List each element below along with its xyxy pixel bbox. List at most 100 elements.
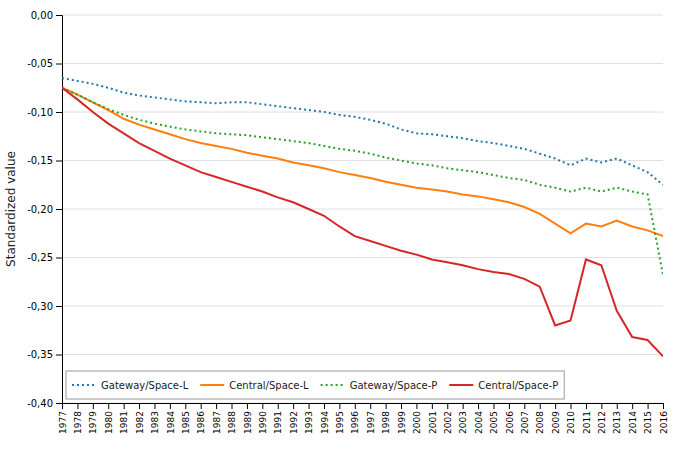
- tick-label: 2007: [520, 411, 530, 434]
- tick: 1979: [88, 403, 98, 434]
- tick-label: -0,30: [27, 301, 53, 312]
- tick: 1982: [135, 403, 145, 434]
- tick-mark: [555, 403, 556, 409]
- tick-mark: [56, 15, 62, 16]
- tick-mark: [463, 403, 464, 409]
- tick-mark: [56, 355, 62, 356]
- tick-mark: [201, 403, 202, 409]
- tick-label: 2002: [443, 411, 453, 434]
- grid: [62, 15, 663, 403]
- x-axis: 1977197819791980198119821983198419851986…: [58, 403, 669, 434]
- tick-mark: [648, 403, 649, 409]
- tick-label: 2005: [489, 411, 499, 434]
- legend-label: Gateway/Space-P: [350, 380, 438, 391]
- tick: 2016: [659, 403, 669, 434]
- tick-mark: [56, 403, 62, 404]
- tick-label: 1996: [350, 411, 360, 434]
- chart: 0,00-0,05-0,10-0,15-0,20-0,25-0,30-0,35-…: [0, 0, 681, 449]
- tick: 2004: [474, 403, 484, 434]
- legend-swatch: [449, 384, 473, 386]
- grid-line: [62, 15, 663, 16]
- tick: 1990: [258, 403, 268, 434]
- tick-label: 1998: [381, 411, 391, 434]
- tick-label: 2006: [505, 411, 515, 434]
- tick-mark: [56, 209, 62, 210]
- tick-label: 1981: [119, 411, 129, 434]
- tick-mark: [154, 403, 155, 409]
- legend-swatch: [72, 384, 96, 386]
- tick-label: 1979: [88, 411, 98, 434]
- legend-item: Central/Space-L: [200, 380, 309, 391]
- tick-label: 2001: [427, 411, 437, 434]
- tick: 1989: [243, 403, 253, 434]
- tick-mark: [509, 403, 510, 409]
- tick-label: -0,25: [27, 252, 53, 263]
- tick-label: 2009: [551, 411, 561, 434]
- tick-label: -0,10: [27, 107, 53, 118]
- axis-line: [56, 16, 63, 404]
- grid-line: [62, 257, 663, 258]
- tick: 2011: [582, 403, 592, 434]
- tick-mark: [56, 258, 62, 259]
- tick-mark: [401, 403, 402, 409]
- grid-line: [62, 209, 663, 210]
- legend-item: Central/Space-P: [449, 380, 558, 391]
- tick-label: 2015: [643, 411, 653, 434]
- tick-label: 1990: [258, 411, 268, 434]
- tick-label: 2008: [535, 411, 545, 434]
- tick-label: 0,00: [31, 10, 53, 21]
- lines: [62, 78, 663, 356]
- tick-mark: [632, 403, 633, 409]
- tick: 1995: [335, 403, 345, 434]
- tick: -0,15: [27, 155, 62, 166]
- series-line: [62, 88, 663, 236]
- tick-mark: [370, 403, 371, 409]
- tick-label: 1988: [227, 411, 237, 434]
- tick: 2001: [427, 403, 437, 434]
- tick-label: 1978: [73, 411, 83, 434]
- tick: 2006: [505, 403, 515, 434]
- grid-line: [62, 63, 663, 64]
- tick-mark: [185, 403, 186, 409]
- tick-label: 1991: [273, 411, 283, 434]
- legend-item: Gateway/Space-P: [321, 380, 438, 391]
- tick-label: 2016: [659, 411, 669, 434]
- tick: 1998: [381, 403, 391, 434]
- tick-mark: [93, 403, 94, 409]
- tick-mark: [232, 403, 233, 409]
- tick-mark: [324, 403, 325, 409]
- legend-label: Central/Space-L: [229, 380, 309, 391]
- series-line: [62, 88, 663, 357]
- tick: -0,05: [27, 58, 62, 69]
- tick-label: 1992: [289, 411, 299, 434]
- tick-label: -0,15: [27, 155, 53, 166]
- tick-mark: [447, 403, 448, 409]
- grid-line: [62, 160, 663, 161]
- tick-mark: [108, 403, 109, 409]
- tick: 2015: [643, 403, 653, 434]
- tick-label: 2011: [582, 411, 592, 434]
- tick: 1999: [397, 403, 407, 434]
- tick-label: 2003: [458, 411, 468, 434]
- tick-label: 1984: [166, 411, 176, 434]
- tick: 1993: [304, 403, 314, 434]
- tick-label: 1997: [366, 411, 376, 434]
- tick-mark: [571, 403, 572, 409]
- tick-mark: [278, 403, 279, 409]
- legend-label: Gateway/Space-L: [101, 380, 189, 391]
- tick-mark: [56, 64, 62, 65]
- tick: 1983: [150, 403, 160, 434]
- tick-mark: [216, 403, 217, 409]
- tick-mark: [56, 112, 62, 113]
- tick-mark: [663, 403, 664, 409]
- tick: 1986: [196, 403, 206, 434]
- legend: Gateway/Space-L Central/Space-L Gateway/Sp…: [66, 371, 564, 399]
- axis-line: [63, 404, 664, 410]
- plot: 0,00-0,05-0,10-0,15-0,20-0,25-0,30-0,35-…: [27, 10, 669, 434]
- tick-label: -0,40: [27, 398, 53, 409]
- tick-mark: [601, 403, 602, 409]
- tick-mark: [170, 403, 171, 409]
- tick-label: -0,05: [27, 58, 53, 69]
- tick-mark: [540, 403, 541, 409]
- tick-label: 2004: [474, 411, 484, 434]
